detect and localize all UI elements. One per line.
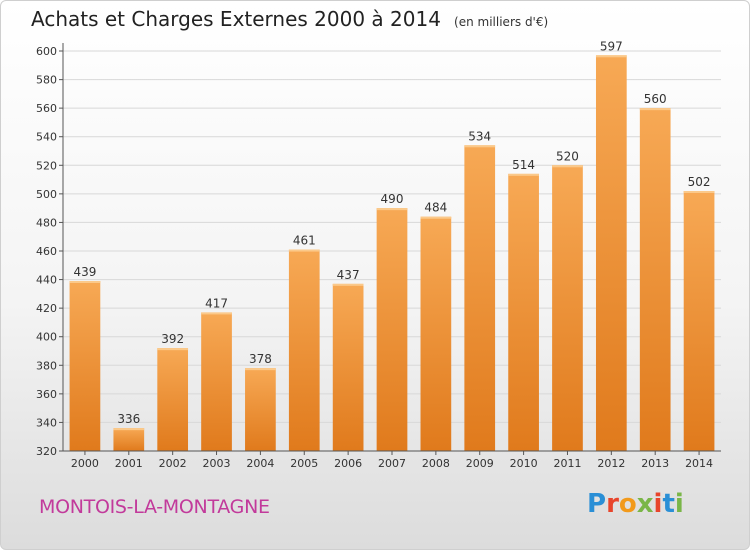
data-label: 490 xyxy=(381,192,404,206)
data-label: 534 xyxy=(468,129,491,143)
x-tick-label: 2010 xyxy=(510,457,538,470)
axes: 320 340 360 380 400 420 440 460 480 500 520 540 560 5… xyxy=(36,43,721,470)
bar-2010 xyxy=(508,173,539,451)
bar-2006 xyxy=(332,283,364,451)
x-tick-label: 2002 xyxy=(159,457,187,470)
x-tick-label: 2000 xyxy=(71,457,99,470)
data-label: 560 xyxy=(644,92,667,106)
data-label: 484 xyxy=(424,201,447,215)
y-tick-label: 360 xyxy=(36,388,57,401)
chart-title: Achats et Charges Externes 2000 à 2014 xyxy=(31,7,441,31)
bar-top-edge xyxy=(157,348,189,351)
x-tick-label: 2005 xyxy=(290,457,318,470)
y-tick-label: 560 xyxy=(36,102,57,115)
x-tick-label: 2014 xyxy=(685,457,713,470)
bar-top-edge xyxy=(420,216,452,219)
x-tick-label: 2011 xyxy=(553,457,581,470)
y-tick-label: 420 xyxy=(36,302,57,315)
data-label: 417 xyxy=(205,296,228,310)
y-tick-label: 540 xyxy=(36,131,57,144)
x-tick-label: 2009 xyxy=(466,457,494,470)
bar-2008 xyxy=(420,216,452,451)
bar-chart: 439 336 392 417 378 461 437 490 484 534 514 520 597 5… xyxy=(36,39,721,470)
bar-2011 xyxy=(552,165,583,452)
data-labels: 439 336 392 417 378 461 437 490 484 534 514 520 597 5… xyxy=(73,39,710,426)
data-label: 378 xyxy=(249,352,272,366)
x-tick-label: 2007 xyxy=(378,457,406,470)
y-tick-label: 380 xyxy=(36,359,57,372)
logo-letter: P xyxy=(587,489,607,519)
y-tick-label: 320 xyxy=(36,445,57,458)
x-tick-label: 2013 xyxy=(641,457,669,470)
y-tick-label: 580 xyxy=(36,74,57,87)
logo-letter: x xyxy=(636,489,654,519)
data-label: 392 xyxy=(161,332,184,346)
place-name: MONTOIS-LA-MONTAGNE xyxy=(39,496,270,518)
logo-letter: i xyxy=(653,489,663,519)
proxiti-logo: Proxiti xyxy=(587,489,684,519)
data-label: 336 xyxy=(117,412,140,426)
logo-letter: i xyxy=(674,489,684,519)
y-tick-label: 480 xyxy=(36,216,57,229)
bar-2003 xyxy=(201,312,232,451)
logo-letter: r xyxy=(606,489,619,519)
data-label: 439 xyxy=(73,265,96,279)
data-label: 520 xyxy=(556,149,579,163)
bar-top-edge xyxy=(508,173,539,176)
bar-2013 xyxy=(639,108,671,452)
bar-2000 xyxy=(69,281,101,451)
bar-top-edge xyxy=(69,281,101,283)
bar-top-edge xyxy=(464,145,496,148)
data-label: 437 xyxy=(337,268,360,282)
bar-2009 xyxy=(464,145,496,452)
bar-2012 xyxy=(595,55,627,452)
bar-2014 xyxy=(683,191,715,451)
bar-top-edge xyxy=(245,368,276,371)
bar-top-edge xyxy=(552,165,583,168)
bar-top-edge xyxy=(201,312,232,315)
bars xyxy=(69,55,715,452)
y-tick-label: 460 xyxy=(36,245,57,258)
x-tick-label: 2006 xyxy=(334,457,362,470)
x-tick-label: 2012 xyxy=(597,457,625,470)
bar-2007 xyxy=(376,208,408,451)
data-label: 502 xyxy=(688,175,711,189)
y-tick-label: 400 xyxy=(36,331,57,344)
chart-subtitle: (en milliers d'€) xyxy=(454,15,549,29)
data-label: 514 xyxy=(512,158,535,172)
bar-2004 xyxy=(245,368,276,451)
bar-top-edge xyxy=(332,283,364,286)
logo-letter: o xyxy=(618,489,637,519)
y-tick-label: 600 xyxy=(36,45,57,58)
bar-top-edge xyxy=(113,428,145,431)
logo-letter: t xyxy=(662,489,675,519)
bar-top-edge xyxy=(288,249,320,252)
bar-2002 xyxy=(157,348,189,451)
x-tick-label: 2004 xyxy=(246,457,274,470)
data-label: 597 xyxy=(600,39,623,53)
x-tick-label: 2008 xyxy=(422,457,450,470)
bar-top-edge xyxy=(639,108,671,111)
y-tick-label: 440 xyxy=(36,274,57,287)
title-block: Achats et Charges Externes 2000 à 2014 (… xyxy=(31,7,548,31)
bar-2001 xyxy=(113,428,145,451)
data-label: 461 xyxy=(293,234,316,248)
y-tick-label: 500 xyxy=(36,188,57,201)
bar-top-edge xyxy=(595,55,627,58)
bar-top-edge xyxy=(683,191,715,193)
bar-2005 xyxy=(288,249,320,451)
bar-top-edge xyxy=(376,208,408,211)
x-tick-label: 2001 xyxy=(115,457,143,470)
x-tick-label: 2003 xyxy=(203,457,231,470)
y-tick-label: 340 xyxy=(36,416,57,429)
y-tick-label: 520 xyxy=(36,159,57,172)
